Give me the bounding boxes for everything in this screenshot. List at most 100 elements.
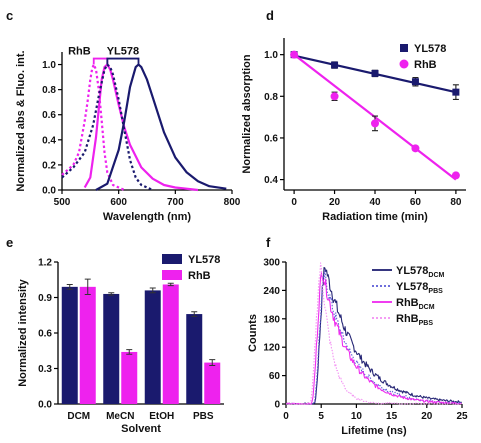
panel-e-y-tick-label: 0.9 xyxy=(38,293,52,304)
panel-e-x-tick-label: EtOH xyxy=(149,411,174,422)
panel-f-y-tick-label: 180 xyxy=(263,314,280,325)
panel-d-y-tick-label: 0.6 xyxy=(264,133,278,144)
panel-f-legend-subscript: PBS xyxy=(419,320,434,327)
panel-d-legend-marker-RhB xyxy=(399,59,409,69)
panel-f-y-axis-title: Counts xyxy=(247,314,259,352)
panel-e-error-bar-RhB xyxy=(84,278,91,296)
panel-d-y-tick-label: 0.4 xyxy=(264,175,278,186)
panel-c-line-YL578-fluorescence xyxy=(95,63,227,191)
panel-f-x-axis-title: Lifetime (ns) xyxy=(341,425,407,437)
panel-d-point-RhB xyxy=(290,50,299,59)
panel-e-legend-label-YL578: YL578 xyxy=(188,254,220,266)
panel-c-x-tick-label: 600 xyxy=(110,197,127,208)
panel-f-legend-subscript: DCM xyxy=(419,304,435,311)
panel-e-x-axis-title: Solvent xyxy=(121,423,161,435)
panel-e-x-tick-label: MeCN xyxy=(106,411,134,422)
panel-e-error-bar-YL578 xyxy=(191,311,198,317)
panel-e-bar-YL578 xyxy=(103,293,120,404)
panel-f-y-tick-label: 240 xyxy=(263,286,280,297)
panel-label-f: f xyxy=(266,235,271,250)
panel-d-x-tick-label: 0 xyxy=(291,197,297,208)
panel-e-error-bar-RhB xyxy=(167,282,174,287)
panel-e-x-tick-label: DCM xyxy=(67,411,90,422)
panel-f-y-tick-label: 300 xyxy=(263,258,280,269)
panel-f-trace-RhB-PBS xyxy=(286,262,462,405)
panel-label-d: d xyxy=(266,8,274,23)
panel-c-y-tick-label: 1.0 xyxy=(42,60,56,71)
panel-c-x-axis-title: Wavelength (nm) xyxy=(103,211,192,223)
panel-e-error-bar-RhB xyxy=(209,359,216,367)
panel-d-legend-marker-YL578 xyxy=(400,44,408,52)
panel-e-bar-RhB xyxy=(162,284,179,404)
panel-d-legend-label-RhB: RhB xyxy=(414,59,437,71)
panel-c-y-axis-title: Normalized abs & Fluo. int. xyxy=(15,50,27,191)
panel-c-line-RhB-fluorescence xyxy=(83,63,199,192)
panel-c-y-tick-label: 0.8 xyxy=(42,85,56,96)
panel-c-y-tick-label: 0.6 xyxy=(42,110,56,121)
panel-d-x-tick-label: 80 xyxy=(450,197,462,208)
panel-c-legend-label-RhB: RhB xyxy=(68,46,91,58)
panel-c-x-tick-label: 800 xyxy=(224,197,241,208)
panel-f-legend-label-RhB-PBS: RhBPBS xyxy=(396,313,433,327)
panel-d-point-RhB xyxy=(330,92,339,101)
panel-c-line-YL578-absorption xyxy=(61,63,154,192)
panel-e-error-bar-YL578 xyxy=(108,292,115,296)
panel-d-point-RhB xyxy=(451,171,460,180)
panel-d-point-RhB xyxy=(411,144,420,153)
panel-d-y-axis-title: Normalized absorption xyxy=(241,54,253,173)
panel-f-trace-RhB-DCM xyxy=(285,272,463,405)
panel-d-point-YL578 xyxy=(411,78,419,86)
panel-f-x-tick-label: 25 xyxy=(456,411,468,422)
panel-e-legend-swatch-RhB xyxy=(162,270,182,280)
panel-e-bar-YL578 xyxy=(61,286,78,404)
panel-f-y-tick-label: 120 xyxy=(263,343,280,354)
panel-d-legend-label-YL578: YL578 xyxy=(414,43,446,55)
panel-e-y-axis-title: Normalized intensity xyxy=(17,278,29,386)
panel-f-x-tick-label: 5 xyxy=(318,411,324,422)
panel-e-y-tick-label: 0.3 xyxy=(38,364,52,375)
panel-e-legend-swatch-YL578 xyxy=(162,254,182,264)
panel-d-x-tick-label: 40 xyxy=(369,197,381,208)
panel-c-line-RhB-absorption xyxy=(61,63,125,192)
panel-c-x-tick-label: 700 xyxy=(167,197,184,208)
panel-label-e: e xyxy=(6,235,13,250)
panel-e-bar-YL578 xyxy=(144,290,161,404)
panel-c-y-tick-label: 0.4 xyxy=(42,135,56,146)
panel-f-legend-subscript: DCM xyxy=(428,272,444,279)
panel-e-y-tick-label: 0.0 xyxy=(38,400,52,411)
panel-e-error-bar-YL578 xyxy=(66,283,73,290)
panel-d-point-YL578 xyxy=(452,88,460,96)
panel-c-legend-label-YL578: YL578 xyxy=(107,46,139,58)
panel-d-x-tick-label: 20 xyxy=(329,197,341,208)
panel-e-error-bar-RhB xyxy=(126,349,133,355)
panel-e-bar-RhB xyxy=(204,362,221,404)
panel-d-point-YL578 xyxy=(331,61,339,69)
panel-f-y-tick-label: 0 xyxy=(274,400,280,411)
panel-e-y-tick-label: 1.2 xyxy=(38,258,52,269)
panel-d-y-tick-label: 0.8 xyxy=(264,92,278,103)
panel-d-x-tick-label: 60 xyxy=(410,197,422,208)
panel-e-bar-RhB xyxy=(79,286,96,404)
panel-f-x-tick-label: 20 xyxy=(421,411,433,422)
panel-c-legend-bracket-YL578 xyxy=(106,57,140,65)
panel-f-legend-label-RhB-DCM: RhBDCM xyxy=(396,297,435,311)
panel-f-x-tick-label: 15 xyxy=(386,411,398,422)
panel-d-x-axis-title: Radiation time (min) xyxy=(322,211,428,223)
panel-e-y-tick-label: 0.6 xyxy=(38,329,52,340)
panel-f-y-tick-label: 60 xyxy=(269,371,281,382)
panel-e-legend-label-RhB: RhB xyxy=(188,270,211,282)
panel-c-y-tick-label: 0.0 xyxy=(42,186,56,197)
panel-label-c: c xyxy=(6,8,13,23)
panel-f-x-tick-label: 0 xyxy=(283,411,289,422)
panel-e-error-bar-YL578 xyxy=(149,287,156,294)
panel-e-x-tick-label: PBS xyxy=(193,411,214,422)
panel-d-point-RhB xyxy=(371,119,379,128)
panel-d-point-YL578 xyxy=(371,69,379,77)
panel-f-legend-label-YL578-DCM: YL578DCM xyxy=(396,265,445,279)
panel-e-bar-RhB xyxy=(121,351,138,404)
panel-c-y-tick-label: 0.2 xyxy=(42,160,56,171)
panel-c-x-tick-label: 500 xyxy=(54,197,71,208)
panel-e-bar-YL578 xyxy=(186,314,203,404)
panel-c-legend-bracket-RhB xyxy=(92,57,109,65)
